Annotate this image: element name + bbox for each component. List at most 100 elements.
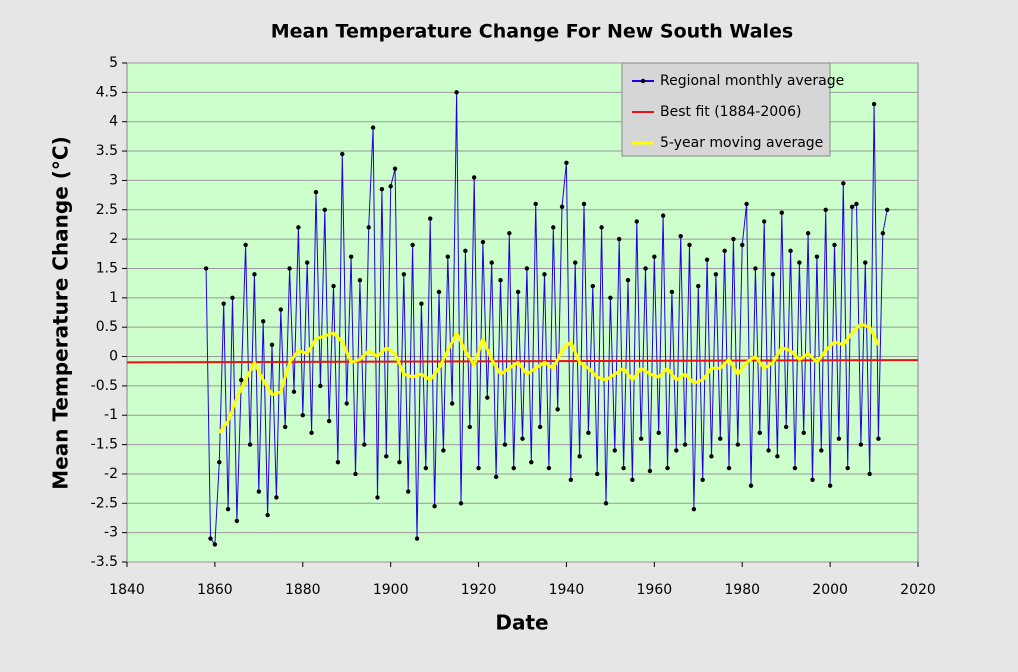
- series-line: [126, 359, 919, 364]
- data-point: [665, 465, 670, 471]
- y-tick-label: 2.5: [96, 202, 118, 218]
- data-point: [423, 465, 429, 471]
- data-point: [647, 468, 653, 474]
- y-tick-label: 3: [109, 172, 118, 188]
- data-point: [722, 248, 727, 254]
- data-point: [379, 187, 385, 192]
- data-point: [344, 401, 349, 406]
- y-tick-label: -3: [104, 525, 118, 541]
- data-point: [836, 436, 842, 441]
- data-point: [296, 225, 301, 230]
- data-point: [489, 260, 494, 265]
- series-line: [205, 91, 888, 545]
- data-point: [524, 266, 530, 271]
- data-point: [757, 430, 762, 436]
- data-point: [392, 166, 398, 171]
- data-point: [313, 189, 319, 195]
- data-point: [458, 501, 464, 506]
- data-point: [520, 436, 525, 441]
- data-point: [797, 260, 802, 265]
- data-point: [766, 448, 771, 453]
- x-tick-label: 1900: [373, 582, 409, 598]
- x-tick-label: 1840: [109, 582, 145, 598]
- data-point: [819, 448, 824, 453]
- data-point: [761, 219, 767, 224]
- data-point: [502, 442, 508, 447]
- data-point: [208, 536, 213, 541]
- data-point: [366, 225, 371, 230]
- y-tick-label: 0.5: [96, 319, 118, 335]
- legend-label: Regional monthly average: [660, 73, 844, 89]
- data-point: [885, 207, 890, 212]
- data-point: [590, 283, 596, 289]
- data-point: [713, 272, 719, 277]
- data-point: [265, 512, 270, 518]
- y-tick-label: 1.5: [96, 260, 118, 276]
- x-tick-label: 1940: [549, 582, 585, 598]
- data-point: [880, 231, 886, 236]
- data-point: [775, 454, 780, 459]
- data-point: [217, 460, 222, 465]
- y-tick-label: -2: [104, 466, 118, 482]
- data-point: [212, 542, 218, 547]
- data-point: [709, 454, 714, 459]
- data-point: [612, 448, 617, 453]
- data-point: [827, 483, 833, 488]
- data-point: [243, 242, 248, 248]
- data-point: [480, 239, 486, 245]
- data-point: [735, 442, 741, 447]
- series-line: [218, 322, 880, 434]
- data-point: [467, 424, 472, 430]
- data-point: [568, 477, 574, 483]
- data-point: [841, 181, 846, 186]
- data-point: [744, 201, 749, 207]
- data-point: [603, 501, 609, 506]
- data-point: [814, 254, 820, 259]
- data-point: [616, 236, 622, 242]
- y-tick-label: 2: [109, 231, 118, 247]
- data-point: [511, 465, 516, 471]
- data-point: [348, 254, 354, 259]
- data-point: [792, 465, 798, 471]
- data-point: [471, 175, 477, 180]
- data-point: [252, 272, 257, 277]
- data-point: [335, 460, 341, 465]
- data-point: [406, 489, 411, 494]
- data-point: [261, 319, 266, 324]
- data-point: [832, 242, 837, 248]
- data-point: [274, 495, 279, 500]
- data-point: [608, 295, 613, 301]
- y-axis-label: Mean Temperature Change (°C): [49, 136, 73, 489]
- data-point: [876, 436, 881, 441]
- data-point: [551, 225, 556, 230]
- y-tick-label: 0: [109, 349, 118, 365]
- y-tick-label: 5: [109, 55, 118, 71]
- data-point: [805, 231, 811, 236]
- legend: Regional monthly average Best fit (1884-2…: [621, 62, 844, 157]
- y-tick-label: -1.5: [91, 437, 118, 453]
- data-point: [630, 477, 635, 483]
- data-point: [788, 248, 793, 254]
- data-point: [326, 418, 332, 424]
- data-point: [533, 201, 538, 207]
- data-point: [748, 483, 754, 488]
- data-point: [634, 219, 639, 224]
- data-point: [656, 430, 661, 436]
- data-point: [595, 471, 600, 477]
- data-point: [221, 301, 226, 306]
- data-point: [234, 518, 240, 524]
- data-point: [432, 504, 437, 509]
- x-tick-label: 2000: [812, 582, 848, 598]
- data-point: [353, 471, 358, 477]
- data-point: [362, 442, 367, 447]
- data-point: [537, 424, 543, 430]
- y-tick-label: -0.5: [91, 378, 118, 394]
- data-point: [854, 201, 859, 207]
- data-point: [871, 101, 877, 107]
- data-point: [375, 495, 380, 500]
- y-tick-label: 3.5: [96, 143, 118, 159]
- data-point: [783, 424, 789, 430]
- y-tick-label: 4: [109, 114, 118, 130]
- data-point: [370, 125, 376, 130]
